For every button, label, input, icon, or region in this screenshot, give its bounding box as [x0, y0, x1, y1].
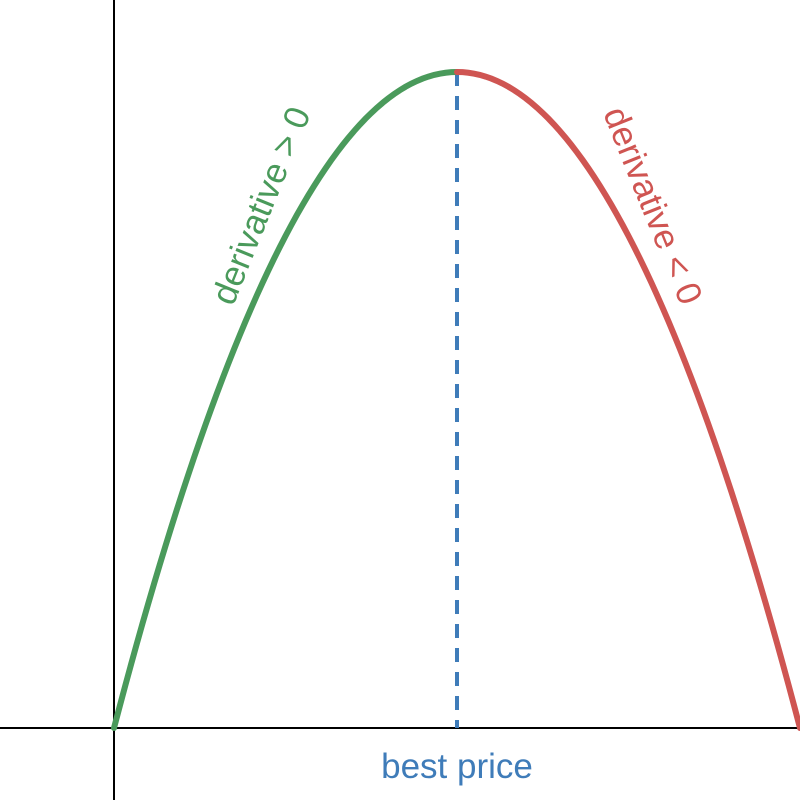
decreasing-curve: [454, 69, 800, 731]
increasing-curve: [111, 69, 460, 731]
best-price-label: best price: [381, 747, 533, 786]
